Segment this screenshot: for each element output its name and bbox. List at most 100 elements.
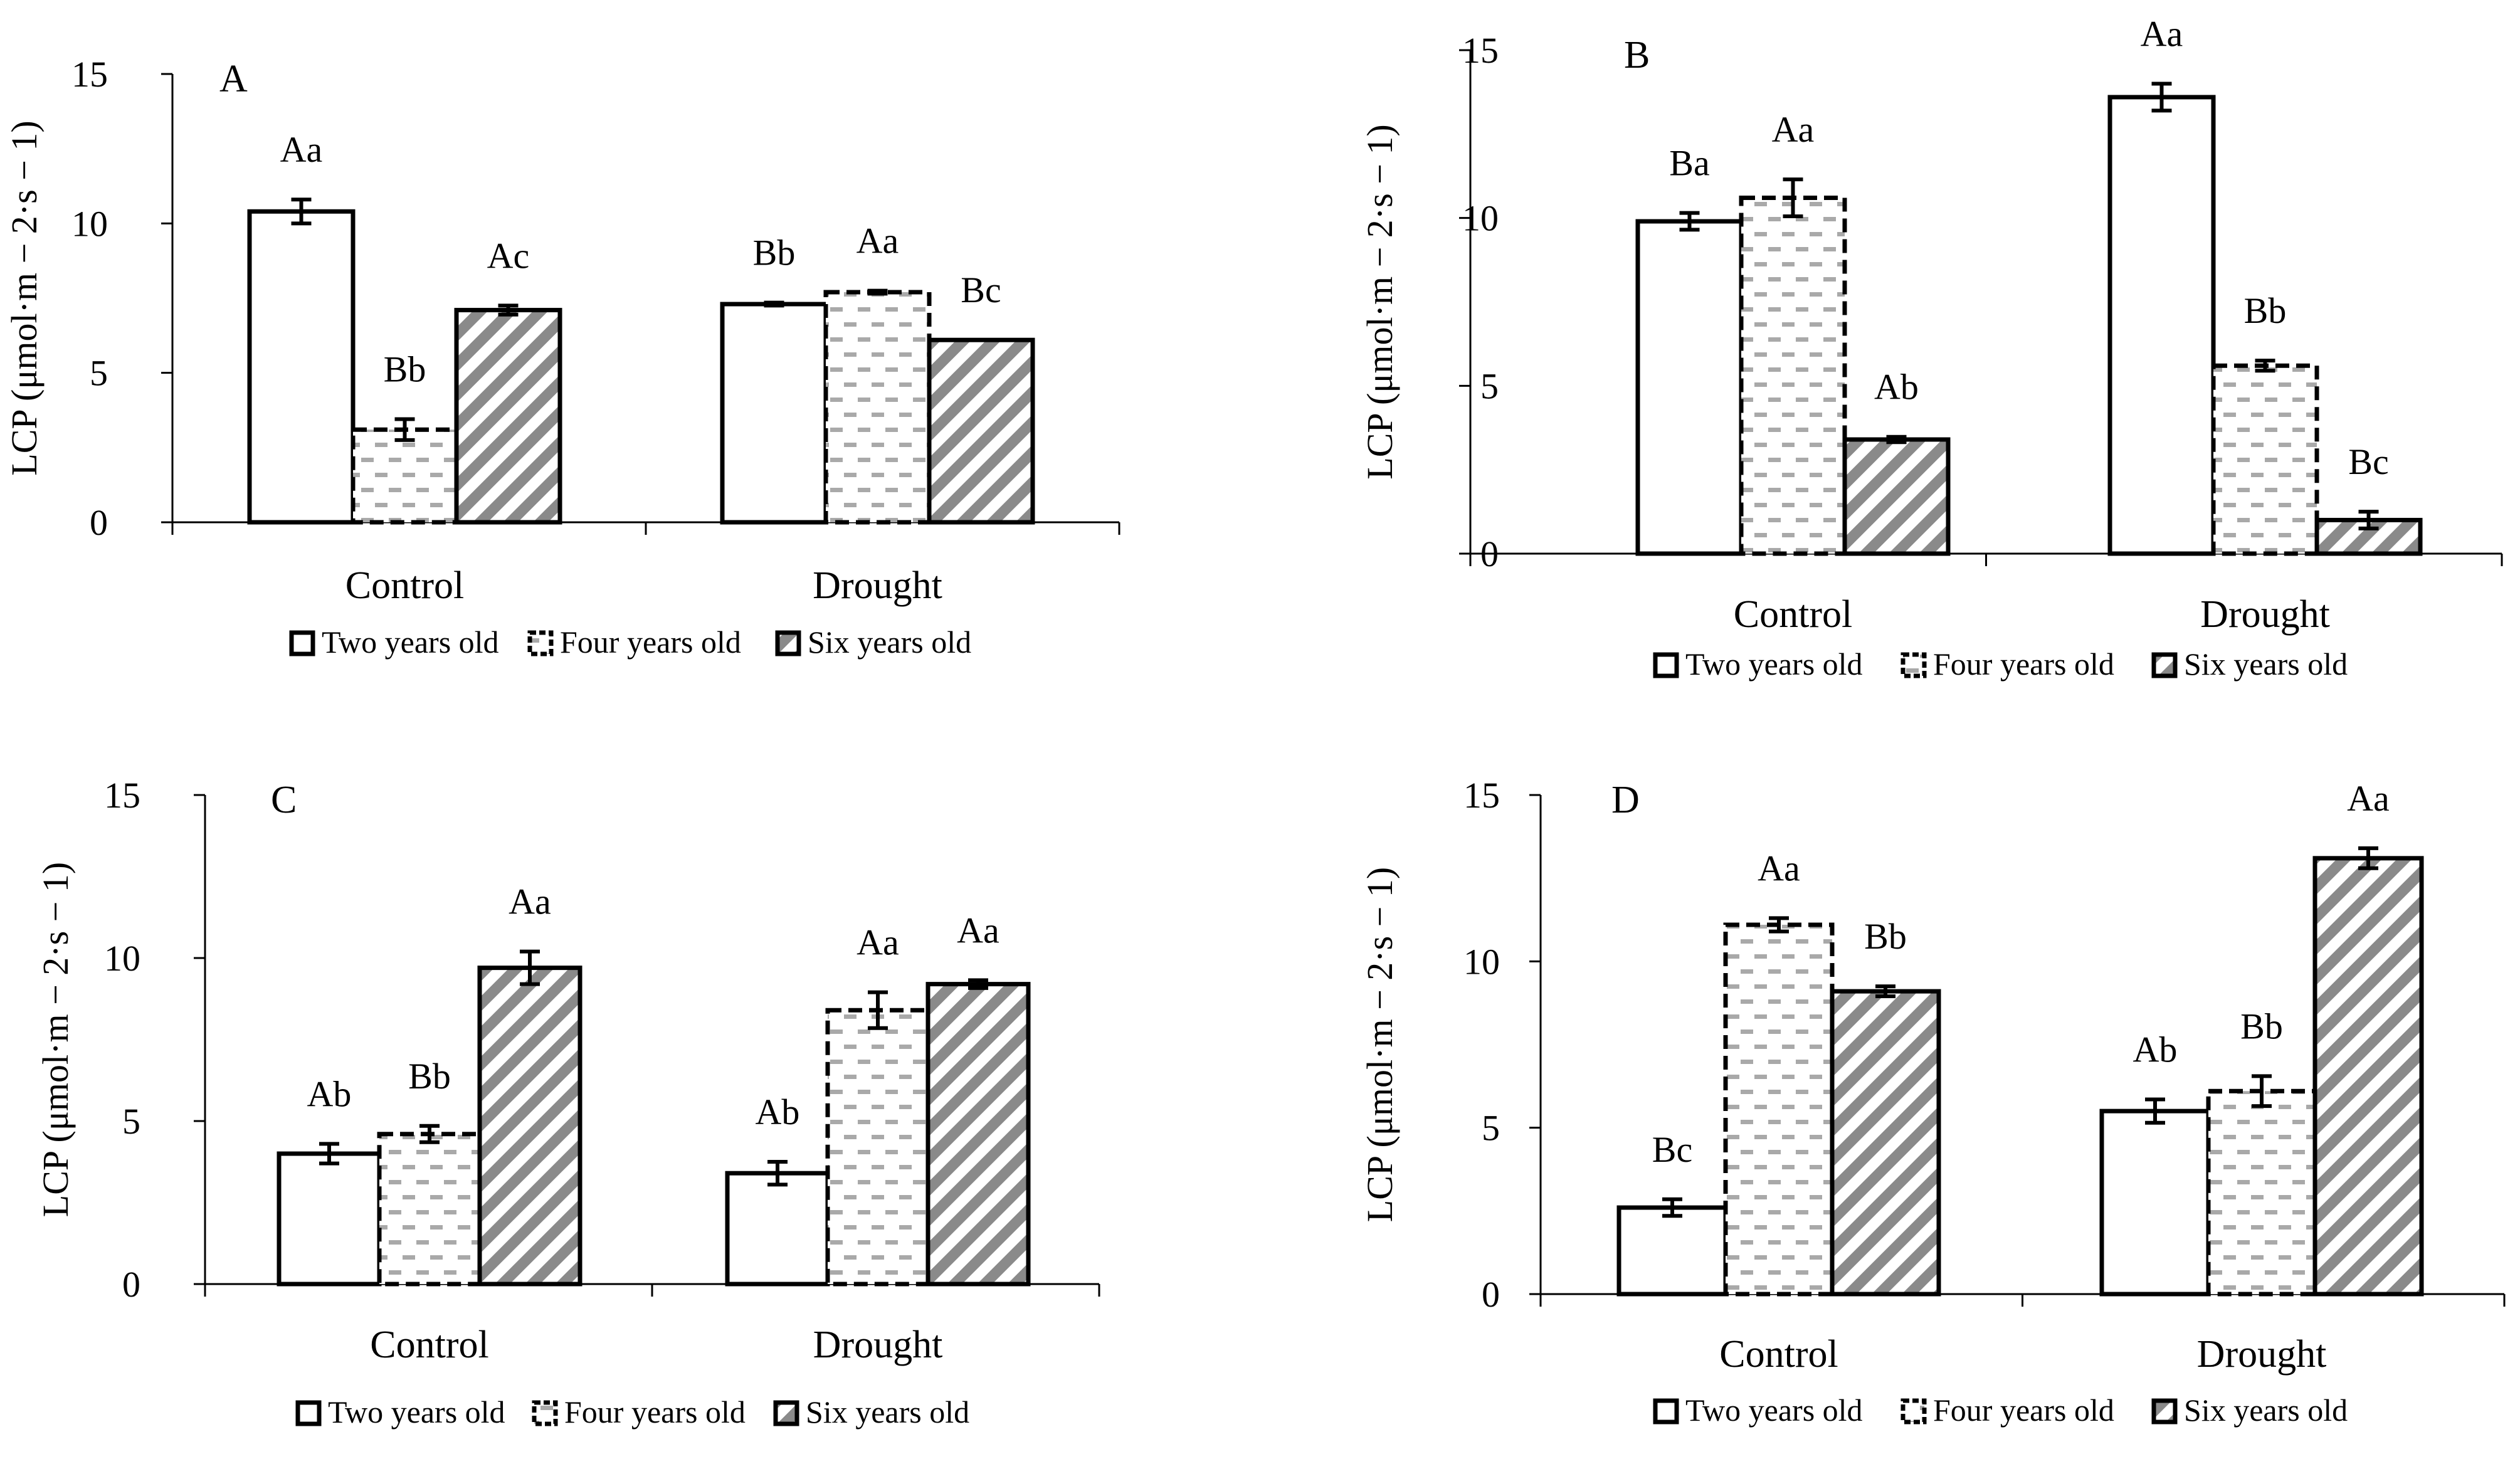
legend-six-years-swatch	[775, 630, 801, 656]
significance-label: Aa	[509, 882, 551, 922]
bar-control-two-years	[1635, 219, 1744, 556]
y-tick-label: 0	[1480, 534, 1499, 574]
y-tick-label: 15	[1463, 775, 1500, 816]
bar-drought-six-years	[925, 982, 1031, 1287]
y-axis-title: LCP (μmol·m − 2·s − 1)	[1359, 124, 1400, 479]
legend-two-years-label: Two years old	[1685, 1393, 1863, 1428]
x-category-label: Control	[345, 564, 464, 607]
significance-label: Bb	[384, 349, 426, 390]
significance-label: Ba	[1669, 143, 1709, 184]
legend-six-years-label: Six years old	[806, 1394, 969, 1430]
bar-drought-six-years	[2312, 856, 2424, 1297]
bar-control-four-years	[351, 427, 459, 525]
significance-label: Ab	[1874, 367, 1919, 408]
y-tick-label: 0	[1482, 1274, 1500, 1315]
legend-two-years-label: Two years old	[328, 1394, 505, 1430]
y-tick-label: 10	[71, 203, 108, 244]
y-tick-label: 15	[104, 775, 140, 816]
bar-drought-four-years	[825, 1008, 931, 1287]
legend-four-years-swatch	[1901, 652, 1927, 678]
significance-label: Bb	[408, 1056, 451, 1097]
chart-panel-b: 0 5 10 15 LCP (μmol·m − 2·s − 1) B Ba Aa Ab Contr…	[1359, 14, 2503, 682]
legend-four-years-label: Four years old	[1933, 1393, 2114, 1428]
legend-two-years-swatch	[1653, 1398, 1679, 1425]
bar-drought-six-years	[927, 337, 1035, 525]
significance-label: Ab	[756, 1092, 800, 1132]
legend-two-years-swatch	[289, 630, 315, 656]
bar-control-six-years	[1830, 989, 1941, 1297]
bar-drought-two-years	[720, 302, 828, 525]
significance-label: Bc	[961, 270, 1001, 310]
significance-label: Bb	[1864, 916, 1907, 957]
chart-panel-a: 0 5 10 15 LCP (μmol·m − 2·s − 1) A Aa Bb Ac Contr…	[4, 54, 1120, 660]
bar-control-six-years	[454, 308, 562, 525]
bar-drought-two-years	[2107, 95, 2216, 556]
chart-panel-d: 0 5 10 15 LCP (μmol·m − 2·s − 1) D Bc Aa Bb Contr…	[1359, 775, 2506, 1428]
significance-label: Aa	[2141, 14, 2183, 55]
legend-two-years-label: Two years old	[1685, 646, 1863, 682]
significance-label: Bb	[2240, 1006, 2283, 1046]
legend-six-years-label: Six years old	[2184, 646, 2348, 682]
significance-label: Aa	[1758, 848, 1800, 888]
panel-label: A	[219, 58, 248, 100]
bar-control-two-years	[1616, 1205, 1728, 1297]
significance-label: Aa	[2347, 778, 2390, 819]
bar-control-four-years	[377, 1132, 482, 1287]
bar-control-four-years	[1723, 922, 1835, 1297]
bar-drought-four-years	[2206, 1088, 2317, 1297]
y-axis-title: LCP (μmol·m − 2·s − 1)	[35, 862, 76, 1217]
significance-label: Bc	[2348, 441, 2388, 482]
significance-label: Bb	[753, 233, 796, 273]
x-category-label: Drought	[813, 564, 942, 607]
y-tick-label: 5	[122, 1101, 140, 1142]
panel-label: B	[1624, 34, 1650, 76]
x-category-label: Drought	[2200, 593, 2330, 636]
y-tick-label: 10	[104, 938, 140, 979]
bar-control-six-years	[477, 966, 583, 1287]
legend-two-years-swatch	[1653, 652, 1679, 678]
y-axis-title: LCP (μmol·m − 2·s − 1)	[1359, 867, 1400, 1222]
bar-control-two-years	[247, 209, 356, 525]
bar-control-six-years	[1842, 437, 1951, 556]
legend-two-years-swatch	[295, 1400, 322, 1426]
y-tick-label: 0	[90, 502, 108, 543]
x-category-label: Control	[1719, 1333, 1838, 1376]
significance-label: Aa	[857, 922, 899, 963]
legend-four-years-label: Four years old	[560, 624, 741, 660]
bar-drought-four-years	[2211, 363, 2319, 556]
bar-drought-four-years	[823, 290, 932, 525]
x-category-label: Control	[1734, 593, 1852, 636]
legend-six-years-swatch	[2151, 652, 2178, 678]
y-tick-label: 15	[71, 54, 108, 95]
x-category-label: Control	[370, 1324, 488, 1366]
legend-four-years-swatch	[527, 630, 554, 656]
legend-two-years-label: Two years old	[322, 624, 499, 660]
panel-label: C	[271, 779, 297, 821]
y-axis-title: LCP (μmol·m − 2·s − 1)	[4, 120, 45, 475]
legend-six-years-swatch	[773, 1400, 799, 1426]
significance-label: Bb	[2244, 290, 2287, 331]
significance-label: Ab	[2133, 1030, 2178, 1070]
y-tick-label: 10	[1463, 941, 1500, 982]
legend-four-years-swatch	[1901, 1398, 1927, 1425]
significance-label: Bc	[1652, 1129, 1692, 1170]
legend-four-years-label: Four years old	[564, 1394, 746, 1430]
bar-control-two-years	[277, 1151, 382, 1287]
legend-four-years-label: Four years old	[1933, 646, 2114, 682]
bar-drought-two-years	[2099, 1109, 2211, 1297]
x-category-label: Drought	[2197, 1333, 2327, 1376]
x-category-label: Drought	[813, 1324, 943, 1366]
legend-six-years-swatch	[2151, 1398, 2178, 1425]
significance-label: Ac	[487, 235, 530, 276]
legend-six-years-label: Six years old	[808, 624, 971, 660]
y-tick-label: 15	[1462, 30, 1499, 71]
legend-six-years-label: Six years old	[2184, 1393, 2348, 1428]
bar-control-four-years	[1739, 196, 1847, 556]
panel-label: D	[1611, 779, 1640, 821]
significance-label: Aa	[957, 910, 999, 951]
significance-label: Aa	[1772, 109, 1815, 150]
significance-label: Aa	[857, 221, 899, 261]
y-tick-label: 5	[1482, 1108, 1500, 1149]
y-tick-label: 5	[1480, 366, 1499, 406]
